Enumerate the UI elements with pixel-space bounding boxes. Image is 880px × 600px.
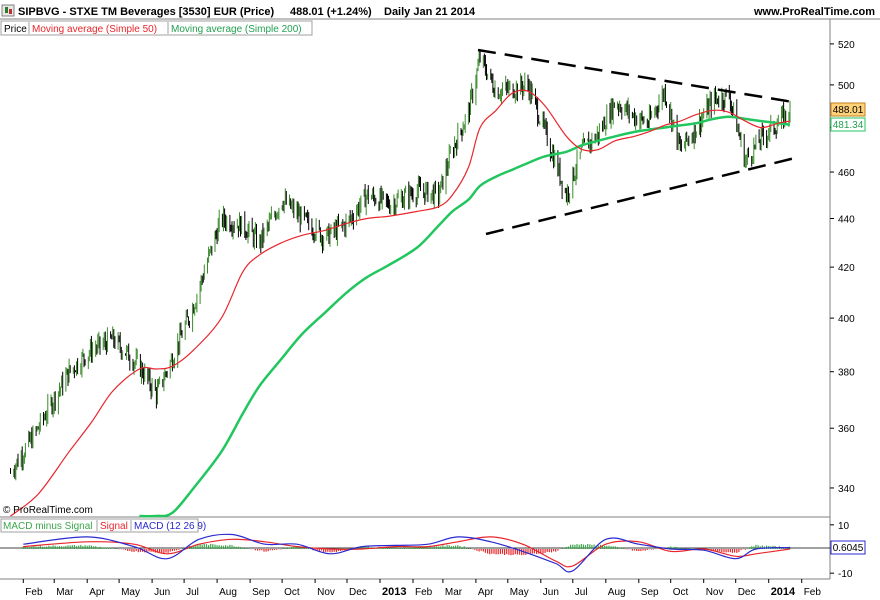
x-tick-label: May bbox=[121, 587, 140, 598]
macd-line bbox=[23, 533, 791, 573]
macd-tick-label: -10 bbox=[838, 569, 853, 580]
x-tick-label: Mar bbox=[445, 587, 463, 598]
last-price-tag bbox=[830, 102, 866, 117]
macd-legend: MACD minus Signal Signal MACD (12 26 9) bbox=[0, 518, 206, 533]
macd-value-tag bbox=[830, 540, 866, 555]
x-tick-label: 2013 bbox=[382, 586, 406, 598]
x-axis: Feb Mar Apr May Jun Jul Aug Sep Oct Nov Dec 2013 Feb… bbox=[22, 579, 822, 598]
x-tick-label: May bbox=[510, 587, 529, 598]
price-legend: Price Moving average (Simple 50) Moving … bbox=[0, 20, 313, 36]
price-legend-box bbox=[0, 20, 313, 36]
x-tick-label: Mar bbox=[56, 587, 74, 598]
instrument-title: SIPBVG - STXE TM Beverages [3530] EUR (P… bbox=[18, 6, 274, 18]
x-tick-label: Oct bbox=[673, 587, 689, 598]
price-tags: 488.01 481.34 bbox=[830, 102, 866, 132]
x-tick-label: Jul bbox=[575, 587, 588, 598]
x-tick-label: Oct bbox=[284, 587, 300, 598]
website-label: www.ProRealTime.com bbox=[753, 6, 875, 18]
x-tick-label: Feb bbox=[25, 587, 43, 598]
legend-macd[interactable]: MACD (12 26 9) bbox=[134, 521, 206, 532]
ma200-tag bbox=[830, 117, 866, 132]
y-tick-label: 520 bbox=[838, 40, 855, 51]
x-tick-label: Jul bbox=[186, 587, 199, 598]
header-bar: SIPBVG - STXE TM Beverages [3530] EUR (P… bbox=[1, 4, 875, 18]
x-tick-label: Jun bbox=[543, 587, 559, 598]
legend-macd-hist[interactable]: MACD minus Signal bbox=[3, 521, 92, 532]
x-tick-label: Dec bbox=[738, 587, 756, 598]
x-tick-label: Nov bbox=[317, 587, 335, 598]
x-tick-label: Aug bbox=[219, 587, 237, 598]
x-tick-label: Jun bbox=[154, 587, 170, 598]
ma200-tag-label: 481.34 bbox=[833, 120, 864, 131]
x-tick-label: Dec bbox=[349, 587, 367, 598]
ma50-line bbox=[10, 89, 791, 517]
y-tick-label: 440 bbox=[838, 214, 855, 225]
candle-up-glyph bbox=[5, 7, 8, 13]
y-tick-label: 500 bbox=[838, 81, 855, 92]
period-date: Daily Jan 21 2014 bbox=[384, 6, 476, 18]
x-tick-label: Nov bbox=[706, 587, 724, 598]
macd-tick-label: 10 bbox=[838, 521, 850, 532]
ma200-line bbox=[139, 115, 791, 518]
legend-signal[interactable]: Signal bbox=[100, 521, 128, 532]
y-tick-label: 400 bbox=[838, 314, 855, 325]
x-tick-label: Apr bbox=[478, 587, 494, 598]
x-tick-label: Sep bbox=[252, 587, 270, 598]
candle-down-glyph bbox=[9, 9, 12, 14]
y-tick-label: 340 bbox=[838, 484, 855, 495]
y-tick-label: 380 bbox=[838, 368, 855, 379]
macd-legend-box bbox=[0, 518, 199, 533]
legend-ma200[interactable]: Moving average (Simple 200) bbox=[171, 24, 302, 35]
watermark: © ProRealTime.com bbox=[3, 505, 93, 516]
x-tick-label: Feb bbox=[804, 587, 822, 598]
macd-y-axis: 10 -10 bbox=[830, 521, 853, 580]
legend-price[interactable]: Price bbox=[4, 24, 27, 35]
x-tick-label: Apr bbox=[89, 587, 105, 598]
x-tick-label: Aug bbox=[608, 587, 626, 598]
x-tick-label: 2014 bbox=[771, 586, 796, 598]
last-price-tag-label: 488.01 bbox=[833, 105, 864, 116]
x-tick-label: Sep bbox=[641, 587, 659, 598]
legend-ma50[interactable]: Moving average (Simple 50) bbox=[32, 24, 157, 35]
y-tick-label: 360 bbox=[838, 424, 855, 435]
x-tick-label: Feb bbox=[415, 587, 433, 598]
signal-line bbox=[23, 536, 791, 568]
last-change: 488.01 (+1.24%) bbox=[290, 6, 372, 18]
macd-value-tag-label: 0.6045 bbox=[833, 543, 864, 554]
y-tick-label: 420 bbox=[838, 263, 855, 274]
y-tick-label: 460 bbox=[838, 168, 855, 179]
